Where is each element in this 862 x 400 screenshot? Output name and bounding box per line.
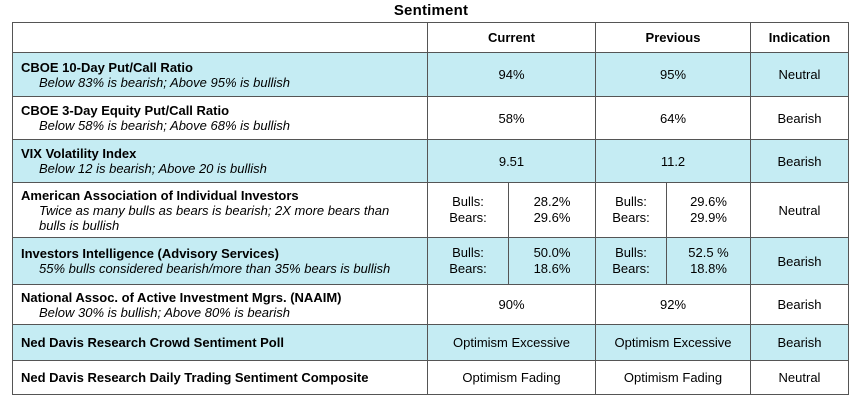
current-value: Optimism Fading — [427, 360, 596, 395]
indicator-cell: Ned Davis Research Crowd Sentiment Poll — [12, 324, 428, 361]
indicator-note: Below 12 is bearish; Above 20 is bullish — [39, 161, 267, 176]
previous-value: 11.2 — [595, 139, 751, 183]
header-current: Current — [427, 22, 596, 53]
bulls-label: Bulls: — [452, 245, 484, 260]
previous-bulls-bears: Bulls: Bears: 52.5 % 18.8% — [595, 237, 751, 285]
indicator-name: CBOE 10-Day Put/Call Ratio — [21, 59, 193, 75]
bulls-label: Bulls: — [452, 194, 484, 209]
bulls-value: 52.5 % — [688, 245, 729, 260]
indication-value: Bearish — [750, 284, 849, 325]
indication-value: Bearish — [750, 96, 849, 140]
indicator-name: Investors Intelligence (Advisory Service… — [21, 246, 279, 261]
indication-value: Neutral — [750, 360, 849, 395]
table-row: Ned Davis Research Daily Trading Sentime… — [12, 360, 849, 395]
current-value: 94% — [427, 52, 596, 97]
previous-value: 64% — [595, 96, 751, 140]
table-row: National Assoc. of Active Investment Mgr… — [12, 284, 849, 325]
indicator-cell: American Association of Individual Inves… — [12, 182, 428, 238]
bears-value: 29.6% — [533, 210, 571, 225]
indicator-cell: Investors Intelligence (Advisory Service… — [12, 237, 428, 285]
previous-value: 92% — [595, 284, 751, 325]
current-value: 58% — [427, 96, 596, 140]
bulls-value: 29.6% — [690, 194, 727, 209]
indicator-name: Ned Davis Research Daily Trading Sentime… — [21, 370, 369, 385]
table-row: CBOE 3-Day Equity Put/Call Ratio Below 5… — [12, 96, 849, 140]
current-bulls-bears: Bulls: Bears: 50.0% 18.6% — [427, 237, 596, 285]
bears-label: Bears: — [449, 210, 487, 225]
previous-value: Optimism Fading — [595, 360, 751, 395]
current-value: Optimism Excessive — [427, 324, 596, 361]
indicator-note: Below 58% is bearish; Above 68% is bulli… — [39, 118, 290, 133]
indicator-cell: CBOE 3-Day Equity Put/Call Ratio Below 5… — [12, 96, 428, 140]
indication-value: Bearish — [750, 237, 849, 285]
table-row: American Association of Individual Inves… — [12, 182, 849, 238]
previous-value: 95% — [595, 52, 751, 97]
indicator-name: VIX Volatility Index — [21, 146, 137, 161]
indicator-cell: VIX Volatility Index Below 12 is bearish… — [12, 139, 428, 183]
indication-value: Neutral — [750, 182, 849, 238]
bulls-label: Bulls: — [615, 194, 647, 209]
current-bulls-bears: Bulls: Bears: 28.2% 29.6% — [427, 182, 596, 238]
indication-value: Neutral — [750, 52, 849, 97]
indicator-cell: National Assoc. of Active Investment Mgr… — [12, 284, 428, 325]
indicator-cell: CBOE 10-Day Put/Call Ratio Below 83% is … — [12, 52, 428, 97]
bears-label: Bears: — [612, 210, 650, 225]
indicator-name: Ned Davis Research Crowd Sentiment Poll — [21, 335, 284, 350]
indicator-name: National Assoc. of Active Investment Mgr… — [21, 289, 342, 305]
bulls-value: 28.2% — [533, 194, 571, 209]
table-row: CBOE 10-Day Put/Call Ratio Below 83% is … — [12, 52, 849, 97]
bears-value: 18.6% — [533, 261, 571, 276]
indicator-name: CBOE 3-Day Equity Put/Call Ratio — [21, 103, 230, 118]
indicator-cell: Ned Davis Research Daily Trading Sentime… — [12, 360, 428, 395]
header-blank — [12, 22, 428, 53]
bears-value: 29.9% — [690, 210, 727, 225]
table-row: Investors Intelligence (Advisory Service… — [12, 237, 849, 285]
indicator-note: 55% bulls considered bearish/more than 3… — [39, 261, 391, 276]
header-previous: Previous — [595, 22, 751, 53]
indication-value: Bearish — [750, 324, 849, 361]
bears-label: Bears: — [612, 261, 650, 276]
previous-value: Optimism Excessive — [595, 324, 751, 361]
header-indication: Indication — [750, 22, 849, 53]
current-value: 9.51 — [427, 139, 596, 183]
bears-value: 18.8% — [690, 261, 727, 276]
table-row: Ned Davis Research Crowd Sentiment Poll … — [12, 324, 849, 361]
indicator-note: Twice as many bulls as bears is bearish;… — [39, 202, 390, 233]
indicator-name: American Association of Individual Inves… — [21, 187, 299, 203]
sentiment-table: Current Previous Indication CBOE 10-Day … — [12, 22, 849, 395]
indication-value: Bearish — [750, 139, 849, 183]
bulls-value: 50.0% — [533, 245, 571, 260]
page-title: Sentiment — [393, 2, 469, 19]
header-row: Current Previous Indication — [12, 22, 849, 53]
current-value: 90% — [427, 284, 596, 325]
table-row: VIX Volatility Index Below 12 is bearish… — [12, 139, 849, 183]
indicator-note: Below 30% is bullish; Above 80% is beari… — [39, 304, 290, 320]
bulls-label: Bulls: — [615, 245, 647, 260]
previous-bulls-bears: Bulls: Bears: 29.6% 29.9% — [595, 182, 751, 238]
indicator-note: Below 83% is bearish; Above 95% is bulli… — [39, 74, 290, 90]
bears-label: Bears: — [449, 261, 487, 276]
